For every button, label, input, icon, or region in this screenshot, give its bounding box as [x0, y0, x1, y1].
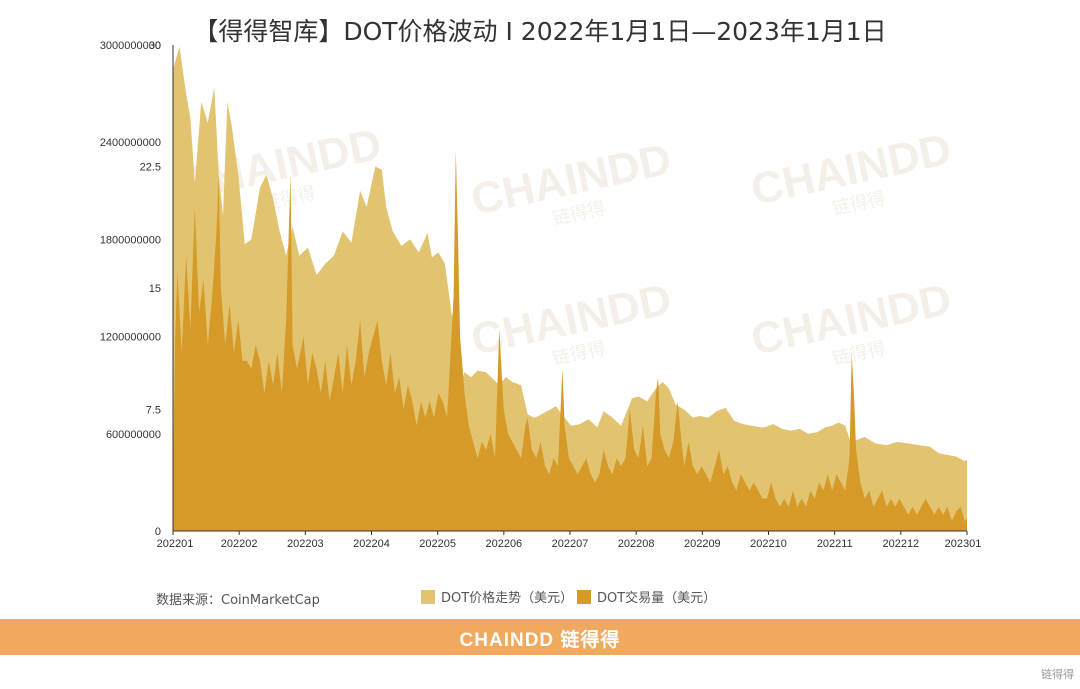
y-tick-price: 15 — [149, 283, 161, 295]
legend-item-volume: DOT交易量（美元） — [577, 587, 716, 606]
legend-swatch-volume — [577, 589, 591, 604]
y-tick-volume: 1200000000 — [100, 332, 161, 344]
x-tick-label: 202205 — [419, 538, 456, 550]
data-source: 数据来源：CoinMarketCap — [156, 593, 320, 608]
legend-item-price: DOT价格走势（美元） — [421, 587, 573, 606]
x-tick-label: 202209 — [684, 538, 721, 550]
x-tick-label: 202211 — [817, 538, 853, 550]
corner-badge: 链得得 — [1041, 668, 1074, 681]
y-tick-price: 22.5 — [140, 162, 161, 174]
y-tick-volume: 600000000 — [106, 429, 161, 441]
legend-label-price: DOT价格走势（美元） — [441, 591, 574, 606]
chart-title: 【得得智库】DOT价格波动 I 2022年1月1日—2023年1月1日 — [193, 17, 887, 46]
x-tick-label: 202212 — [882, 538, 919, 550]
series-area-volume — [173, 150, 967, 532]
x-tick-label: 202208 — [618, 538, 655, 550]
series-areas — [173, 46, 967, 532]
legend-swatch-price — [421, 589, 435, 604]
x-tick-label: 202201 — [157, 538, 194, 550]
footer-bar: CHAINDD 链得得 — [0, 619, 1080, 655]
x-tick-label: 202202 — [221, 538, 258, 550]
x-tick-label: 202210 — [750, 538, 787, 550]
y-tick-price: 30 — [149, 40, 161, 52]
chart-axes: 3000000000 2400000000 1800000000 1200000000… — [100, 40, 982, 550]
x-tick-label: 202207 — [552, 538, 589, 550]
x-tick-label: 202206 — [485, 538, 522, 550]
y-tick-volume: 2400000000 — [100, 137, 161, 149]
y-tick-volume: 3000000000 — [100, 40, 161, 52]
x-tick-label: 202301 — [945, 538, 982, 550]
footer-logo: CHAINDD 链得得 — [459, 630, 621, 651]
legend-label-volume: DOT交易量（美元） — [597, 591, 717, 606]
x-tick-label: 202204 — [353, 538, 390, 550]
x-tick-label: 202203 — [287, 538, 324, 550]
y-tick-price: 7.5 — [146, 405, 161, 417]
y-tick-volume: 0 — [155, 526, 161, 538]
y-tick-volume: 1800000000 — [100, 234, 161, 246]
